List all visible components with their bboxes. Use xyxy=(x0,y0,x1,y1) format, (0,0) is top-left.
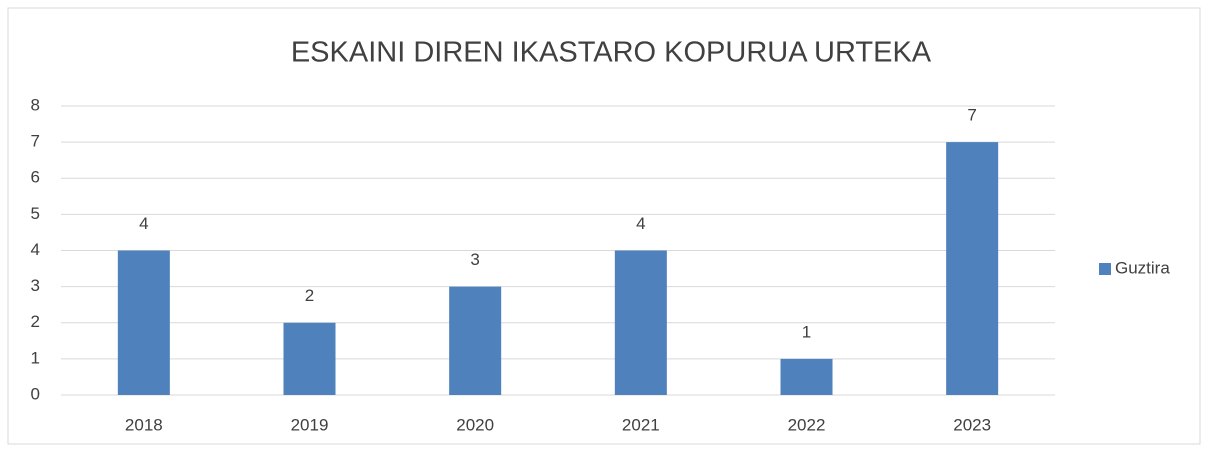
bar xyxy=(614,250,667,395)
x-tick-label: 2018 xyxy=(125,415,163,434)
y-tick-label: 0 xyxy=(31,384,40,403)
x-tick-label: 2023 xyxy=(953,415,991,434)
y-tick-label: 4 xyxy=(31,240,40,259)
legend-label: Guztira xyxy=(1115,258,1170,277)
x-tick-label: 2019 xyxy=(291,415,329,434)
y-tick-label: 5 xyxy=(31,204,40,223)
data-label: 4 xyxy=(636,214,645,233)
bar xyxy=(780,358,833,395)
x-tick-label: 2022 xyxy=(788,415,826,434)
legend-swatch xyxy=(1099,263,1111,275)
y-tick-label: 8 xyxy=(31,95,40,114)
bar xyxy=(283,322,336,395)
chart-title: ESKAINI DIREN IKASTARO KOPURUA URTEKA xyxy=(291,37,932,69)
bar xyxy=(946,142,999,395)
data-label: 7 xyxy=(967,106,976,125)
y-tick-label: 3 xyxy=(31,276,40,295)
data-label: 1 xyxy=(802,322,811,341)
data-label: 3 xyxy=(470,250,479,269)
y-tick-label: 2 xyxy=(31,312,40,331)
bar xyxy=(117,250,170,395)
bar xyxy=(449,286,502,395)
data-label: 2 xyxy=(305,286,314,305)
x-tick-label: 2020 xyxy=(456,415,494,434)
x-tick-label: 2021 xyxy=(622,415,660,434)
data-label: 4 xyxy=(139,214,148,233)
y-tick-label: 6 xyxy=(31,168,40,187)
y-tick-label: 1 xyxy=(31,348,40,367)
y-tick-label: 7 xyxy=(31,132,40,151)
chart-border xyxy=(7,7,1201,445)
